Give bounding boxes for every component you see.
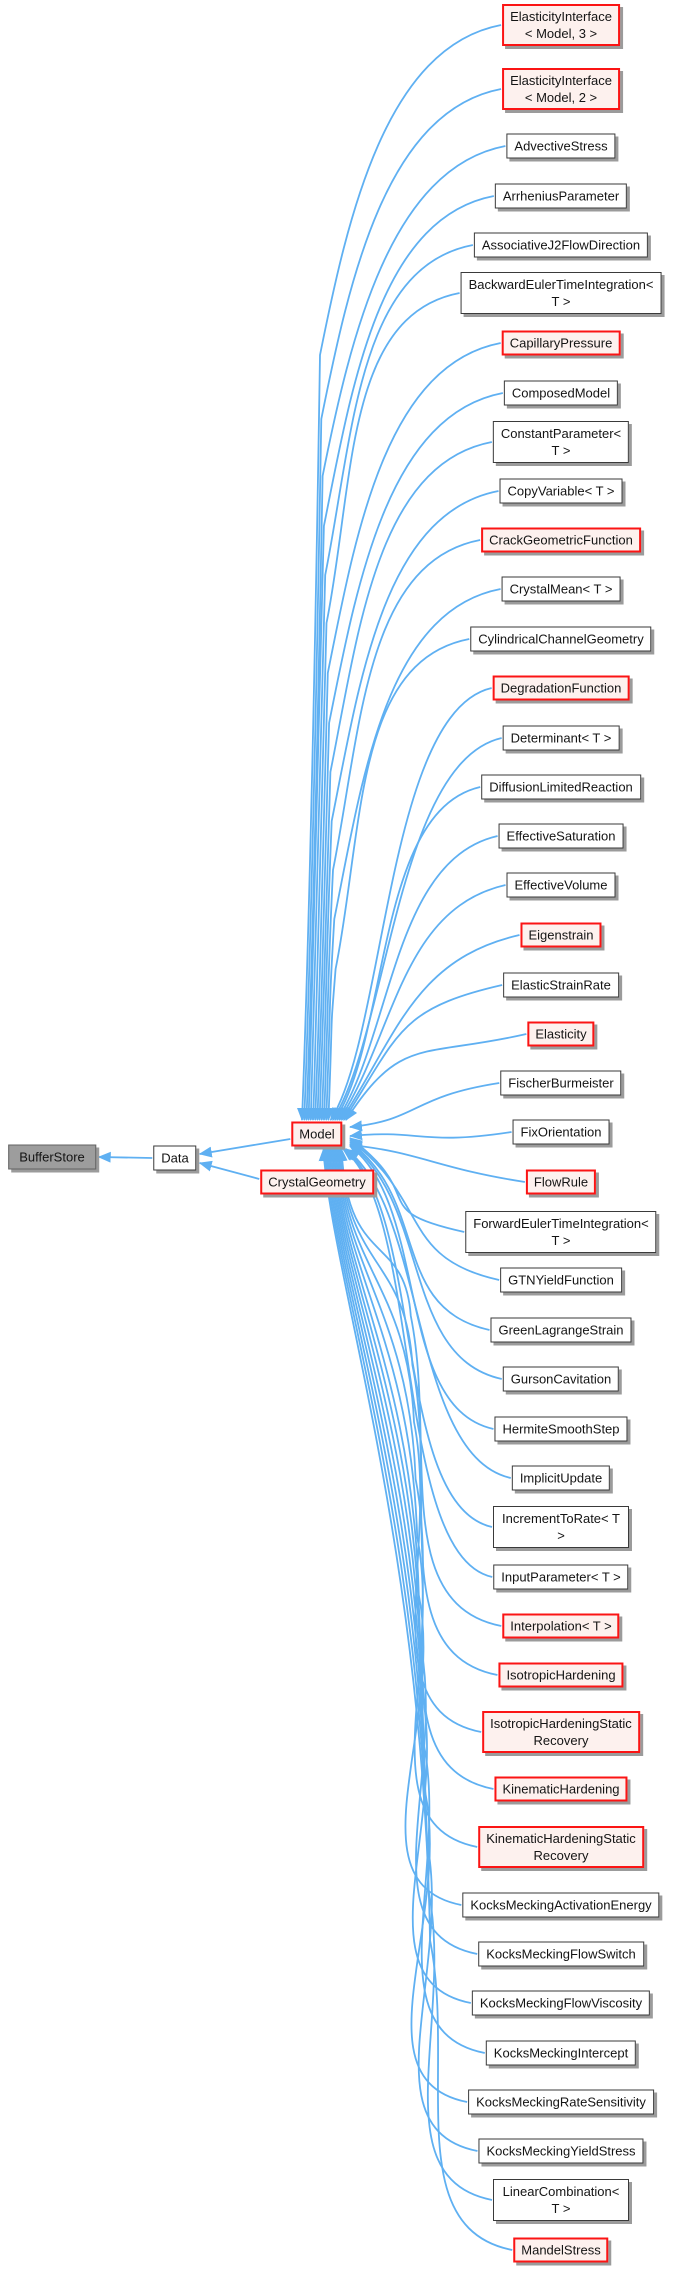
class-node-determinant-t[interactable]: Determinant< T > — [502, 725, 620, 751]
inheritance-edge — [336, 1148, 502, 1627]
class-node-implicitupdate[interactable]: ImplicitUpdate — [511, 1465, 611, 1491]
class-node-isotropichardeningstatic-recovery[interactable]: IsotropicHardeningStatic Recovery — [482, 1711, 640, 1753]
inheritance-edge — [349, 1140, 526, 1183]
inheritance-edge — [312, 392, 504, 1121]
class-node-elasticstrainrate[interactable]: ElasticStrainRate — [503, 972, 619, 998]
class-node-kocksmeckingflowswitch[interactable]: KocksMeckingFlowSwitch — [478, 1941, 644, 1967]
inheritance-edge — [316, 490, 499, 1121]
class-node-effectivesaturation[interactable]: EffectiveSaturation — [498, 823, 624, 849]
inheritance-edges — [97, 24, 527, 2251]
class-node-inputparameter-t[interactable]: InputParameter< T > — [493, 1564, 629, 1590]
inheritance-edge — [97, 1151, 153, 1163]
class-node-flowrule[interactable]: FlowRule — [525, 1169, 597, 1195]
class-node-kocksmeckingratesensitivity[interactable]: KocksMeckingRateSensitivity — [468, 2089, 654, 2115]
inheritance-edge — [296, 24, 502, 1121]
class-node-kocksmeckingintercept[interactable]: KocksMeckingIntercept — [485, 2040, 637, 2066]
class-node-copyvariable-t[interactable]: CopyVariable< T > — [499, 478, 623, 504]
class-node-hermitesmoothstep[interactable]: HermiteSmoothStep — [494, 1416, 628, 1442]
class-node-elasticity[interactable]: Elasticity — [527, 1021, 595, 1047]
class-node-gursoncavitation[interactable]: GursonCavitation — [502, 1366, 620, 1392]
class-node-kinematichardening[interactable]: KinematicHardening — [494, 1776, 628, 1802]
inheritance-edge — [329, 687, 492, 1121]
class-node-crackgeometricfunction[interactable]: CrackGeometricFunction — [481, 527, 641, 553]
class-node-kocksmeckingflowviscosity[interactable]: KocksMeckingFlowViscosity — [471, 1990, 651, 2016]
inheritance-edge — [336, 835, 498, 1121]
inheritance-edge — [345, 1033, 527, 1121]
inheritance-edge — [318, 539, 481, 1121]
class-node-fixorientation[interactable]: FixOrientation — [512, 1119, 610, 1145]
class-node-bufferstore[interactable]: BufferStore — [8, 1144, 96, 1170]
inheritance-edge — [349, 1139, 500, 1281]
class-node-elasticityinterface-model-3[interactable]: ElasticityInterface < Model, 3 > — [502, 4, 620, 46]
class-node-greenlagrangestrain[interactable]: GreenLagrangeStrain — [490, 1317, 632, 1343]
inheritance-edge — [314, 441, 493, 1121]
class-node-diffusionlimitedreaction[interactable]: DiffusionLimitedReaction — [481, 774, 641, 800]
class-node-associativej2flowdirection[interactable]: AssociativeJ2FlowDirection — [473, 232, 649, 258]
class-node-fischerburmeister[interactable]: FischerBurmeister — [500, 1070, 622, 1096]
class-node-isotropichardening[interactable]: IsotropicHardening — [498, 1662, 624, 1688]
inheritance-edge — [338, 884, 506, 1121]
inheritance-edge — [198, 1138, 291, 1158]
class-node-interpolation-t[interactable]: Interpolation< T > — [502, 1613, 620, 1639]
class-node-backwardeulertimeintegration-t[interactable]: BackwardEulerTimeIntegration< T > — [460, 272, 662, 314]
class-node-degradationfunction[interactable]: DegradationFunction — [492, 675, 630, 701]
class-node-mandelstress[interactable]: MandelStress — [513, 2237, 609, 2263]
inheritance-edge — [310, 342, 501, 1121]
class-node-kocksmeckingyieldstress[interactable]: KocksMeckingYieldStress — [478, 2138, 644, 2164]
class-node-constantparameter-t[interactable]: ConstantParameter< T > — [492, 421, 630, 463]
inheritance-edge — [301, 145, 506, 1121]
class-node-data[interactable]: Data — [153, 1145, 197, 1171]
class-node-kinematichardeningstatic-recovery[interactable]: KinematicHardeningStatic Recovery — [478, 1826, 644, 1868]
inheritance-edge — [345, 1148, 512, 1479]
class-node-arrheniusparameter[interactable]: ArrheniusParameter — [494, 183, 628, 209]
class-node-composedmodel[interactable]: ComposedModel — [503, 380, 619, 406]
class-node-crystalgeometry[interactable]: CrystalGeometry — [260, 1169, 374, 1195]
inheritance-edge — [330, 1148, 478, 1848]
class-node-eigenstrain[interactable]: Eigenstrain — [520, 922, 602, 948]
inheritance-edge — [349, 1082, 500, 1132]
inheritance-edge — [299, 88, 502, 1121]
inheritance-edge — [303, 195, 495, 1121]
class-node-model[interactable]: Model — [291, 1121, 343, 1147]
inheritance-edge — [334, 786, 481, 1121]
inheritance-edge — [349, 1141, 490, 1331]
class-node-linearcombination-t[interactable]: LinearCombination< T > — [493, 2179, 629, 2221]
inheritance-edge — [349, 1129, 512, 1141]
class-node-forwardeulertimeintegration-t[interactable]: ForwardEulerTimeIntegration< T > — [465, 1211, 657, 1253]
class-node-elasticityinterface-model-2[interactable]: ElasticityInterface < Model, 2 > — [502, 68, 620, 110]
inheritance-edge — [335, 1148, 498, 1676]
class-node-gtnyieldfunction[interactable]: GTNYieldFunction — [500, 1267, 622, 1293]
inheritance-edge — [198, 1160, 260, 1180]
inheritance-edge — [321, 588, 501, 1121]
class-node-kocksmeckingactivationenergy[interactable]: KocksMeckingActivationEnergy — [462, 1892, 660, 1918]
class-node-cylindricalchannelgeometry[interactable]: CylindricalChannelGeometry — [470, 626, 652, 652]
class-node-advectivestress[interactable]: AdvectiveStress — [506, 133, 616, 159]
class-node-crystalmean-t[interactable]: CrystalMean< T > — [501, 576, 621, 602]
inheritance-edge — [332, 737, 502, 1121]
inheritance-edge — [349, 1137, 465, 1233]
inheritance-edge — [332, 1148, 494, 1790]
inheritance-edge — [340, 934, 520, 1121]
class-node-effectivevolume[interactable]: EffectiveVolume — [506, 872, 616, 898]
inheritance-edge — [305, 244, 474, 1121]
inheritance-edge — [318, 1148, 513, 2251]
inheritance-edge — [323, 638, 470, 1121]
inheritance-edge — [349, 1143, 502, 1380]
inheritance-edge — [321, 1148, 478, 2152]
class-node-capillarypressure[interactable]: CapillaryPressure — [501, 330, 621, 356]
inheritance-edge — [307, 292, 460, 1121]
inheritance-edge — [343, 984, 503, 1121]
inheritance-edge — [320, 1148, 493, 2201]
class-node-incrementtorate-t[interactable]: IncrementToRate< T > — [493, 1506, 629, 1548]
